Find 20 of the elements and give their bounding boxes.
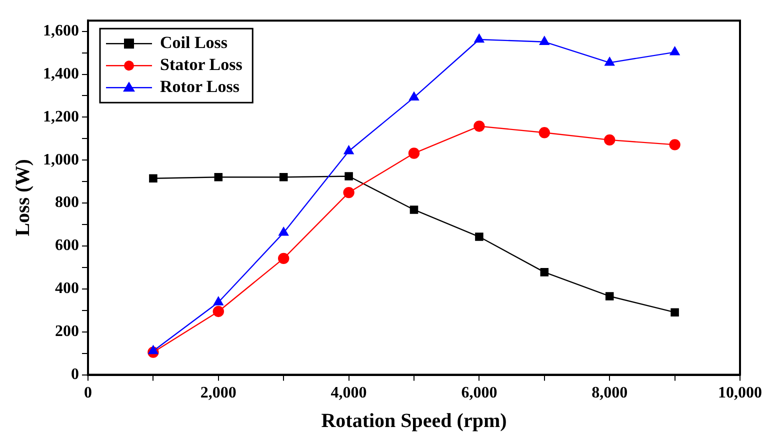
legend-label: Coil Loss [160,32,228,52]
y-axis-title: Loss (W) [12,159,34,236]
y-tick-label: 400 [55,280,79,298]
x-tick-label: 0 [84,384,92,402]
y-tick-label: 600 [55,237,79,254]
y-tick-label: 200 [55,323,79,340]
x-tick-label: 4,000 [330,384,367,402]
legend-label: Stator Loss [160,54,243,74]
y-tick-label: 0 [71,366,79,383]
x-tick-label: 10,000 [718,384,762,402]
y-tick-label: 1,600 [43,22,79,40]
y-tick-label: 1,400 [43,65,79,82]
x-tick-label: 6,000 [461,384,498,402]
x-tick-label: 8,000 [592,384,628,402]
y-tick-label: 800 [55,194,79,212]
x-tick-label: 2,000 [200,384,236,402]
y-tick-label: 1,000 [43,151,79,168]
y-tick-label: 1,200 [43,108,79,126]
legend-label: Rotor Loss [160,76,240,96]
x-axis-title: Rotation Speed (rpm) [321,410,507,432]
